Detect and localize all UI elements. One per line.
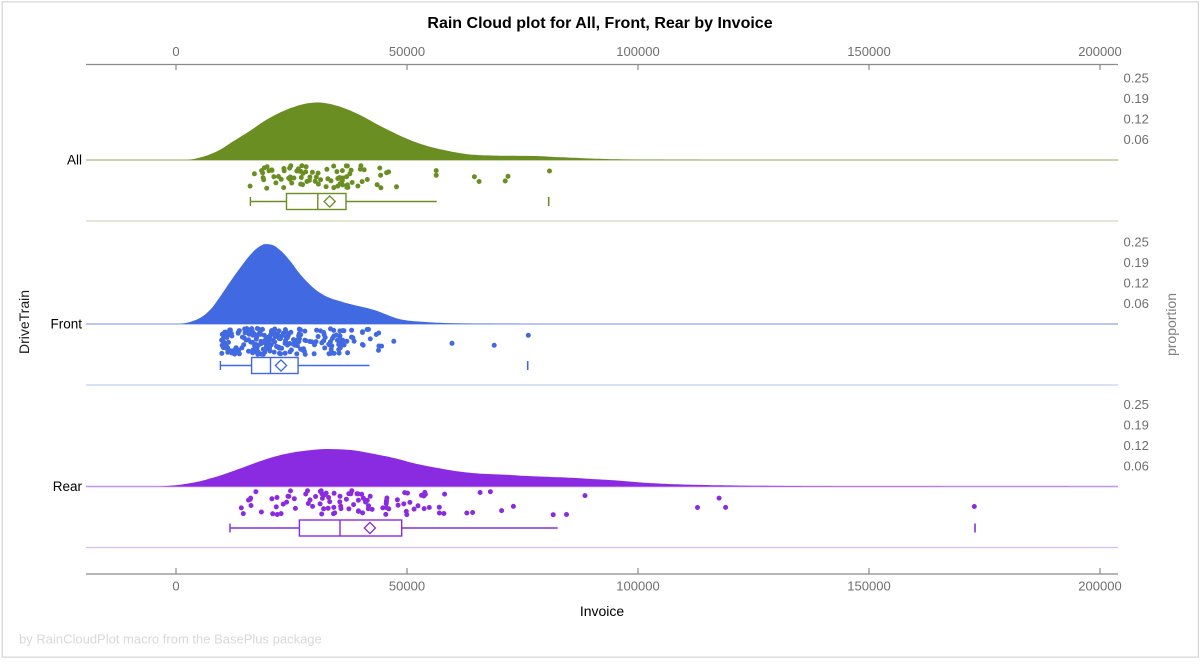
svg-text:0.25: 0.25 xyxy=(1124,397,1149,412)
svg-text:100000: 100000 xyxy=(616,579,659,594)
svg-text:0.12: 0.12 xyxy=(1124,112,1149,127)
svg-text:200000: 200000 xyxy=(1078,44,1121,59)
svg-text:0.12: 0.12 xyxy=(1124,276,1149,291)
svg-text:0.06: 0.06 xyxy=(1124,132,1149,147)
svg-text:All: All xyxy=(67,153,82,168)
svg-text:0: 0 xyxy=(172,579,179,594)
svg-text:0.25: 0.25 xyxy=(1124,71,1149,86)
svg-text:0.19: 0.19 xyxy=(1124,255,1149,270)
svg-text:150000: 150000 xyxy=(847,579,890,594)
svg-text:Rain Cloud plot for All, Front: Rain Cloud plot for All, Front, Rear by … xyxy=(427,15,772,32)
svg-text:by RainCloudPlot macro from th: by RainCloudPlot macro from the BasePlus… xyxy=(19,632,322,647)
svg-text:Front: Front xyxy=(50,317,82,332)
svg-text:Rear: Rear xyxy=(53,479,83,494)
svg-text:50000: 50000 xyxy=(389,44,425,59)
svg-text:0.19: 0.19 xyxy=(1124,418,1149,433)
svg-text:0.06: 0.06 xyxy=(1124,296,1149,311)
svg-text:0.25: 0.25 xyxy=(1124,235,1149,250)
svg-text:proportion: proportion xyxy=(1163,293,1179,356)
svg-text:0.19: 0.19 xyxy=(1124,91,1149,106)
svg-text:100000: 100000 xyxy=(616,44,659,59)
svg-text:Invoice: Invoice xyxy=(580,603,625,619)
svg-text:0.06: 0.06 xyxy=(1124,459,1149,474)
svg-text:DriveTrain: DriveTrain xyxy=(16,290,32,354)
svg-text:200000: 200000 xyxy=(1078,579,1121,594)
svg-text:50000: 50000 xyxy=(389,579,425,594)
svg-text:0: 0 xyxy=(172,44,179,59)
svg-text:150000: 150000 xyxy=(847,44,890,59)
svg-text:0.12: 0.12 xyxy=(1124,438,1149,453)
